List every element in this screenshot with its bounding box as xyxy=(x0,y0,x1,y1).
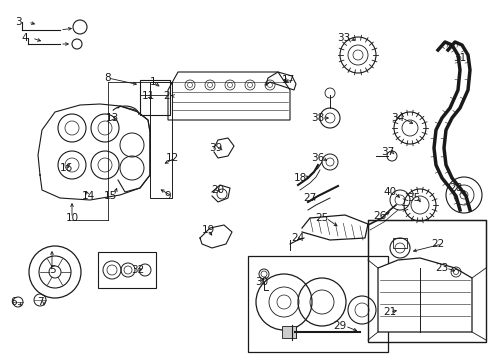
Text: 32: 32 xyxy=(131,265,144,275)
Bar xyxy=(98,252,156,288)
Text: 20: 20 xyxy=(211,185,224,195)
Text: 6: 6 xyxy=(11,297,17,307)
Bar xyxy=(150,82,172,198)
Bar xyxy=(392,238,406,248)
Bar xyxy=(247,256,387,352)
Polygon shape xyxy=(168,72,289,120)
Text: 5: 5 xyxy=(49,265,55,275)
Text: 17: 17 xyxy=(281,75,294,85)
Polygon shape xyxy=(377,258,471,332)
Text: 24: 24 xyxy=(291,233,304,243)
Text: 11: 11 xyxy=(141,91,154,101)
Text: 16: 16 xyxy=(59,163,73,173)
Text: 13: 13 xyxy=(105,113,119,123)
Text: 35: 35 xyxy=(407,193,420,203)
Text: 9: 9 xyxy=(164,191,171,201)
Text: 2: 2 xyxy=(163,91,170,101)
Bar xyxy=(367,220,485,342)
Text: 3: 3 xyxy=(15,17,21,27)
Text: 12: 12 xyxy=(165,153,178,163)
Text: 30: 30 xyxy=(255,277,268,287)
Text: 8: 8 xyxy=(104,73,111,83)
Text: 27: 27 xyxy=(303,193,316,203)
Text: 4: 4 xyxy=(21,33,28,43)
Text: 23: 23 xyxy=(434,263,447,273)
Text: 33: 33 xyxy=(337,33,350,43)
Text: 14: 14 xyxy=(81,191,95,201)
Bar xyxy=(282,326,295,338)
Text: 1: 1 xyxy=(149,77,156,87)
Text: 22: 22 xyxy=(430,239,444,249)
Text: 25: 25 xyxy=(315,213,328,223)
Text: 19: 19 xyxy=(201,225,214,235)
Text: 15: 15 xyxy=(103,191,116,201)
Text: 29: 29 xyxy=(333,321,346,331)
Text: 18: 18 xyxy=(293,173,306,183)
Text: 39: 39 xyxy=(209,143,222,153)
Text: 37: 37 xyxy=(381,147,394,157)
Text: 40: 40 xyxy=(383,187,396,197)
Text: 21: 21 xyxy=(383,307,396,317)
Text: 28: 28 xyxy=(448,183,462,193)
Text: 34: 34 xyxy=(390,113,404,123)
Bar xyxy=(140,80,170,115)
Text: 36: 36 xyxy=(311,153,324,163)
Text: 26: 26 xyxy=(373,211,386,221)
Text: 38: 38 xyxy=(311,113,324,123)
Text: 7: 7 xyxy=(37,297,43,307)
Text: 31: 31 xyxy=(452,53,466,63)
Text: 10: 10 xyxy=(65,213,79,223)
